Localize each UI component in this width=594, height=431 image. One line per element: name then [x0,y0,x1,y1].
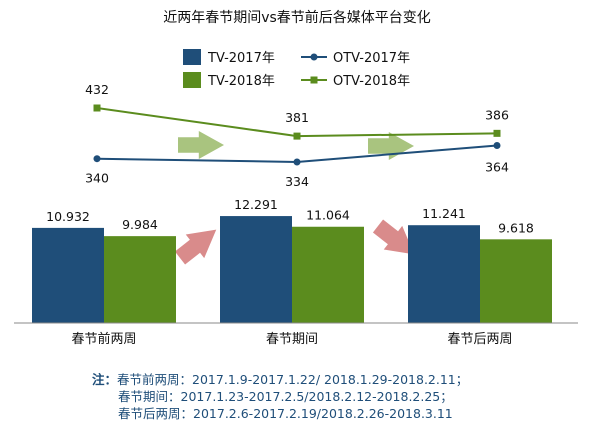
point-label-otv-2017-0: 340 [85,171,109,186]
point-label-otv-2017-2: 364 [485,159,509,174]
bar-label-tv-2018-1: 11.064 [306,208,350,223]
point-otv-2017-0 [93,155,101,163]
arrow-red-up [174,229,217,265]
note-range-3: 2017.2.6-2017.2.19/2018.2.26-2018.3.11 [193,406,453,421]
bar-label-tv-2018-0: 9.984 [122,217,158,232]
legend-tv-2018-swatch [183,72,201,88]
arrow-green-1 [178,131,224,159]
bar-label-tv-2017-1: 12.291 [234,197,278,212]
bar-label-tv-2017-0: 10.932 [46,209,90,224]
line-series: 340 334 364 432 381 386 [85,82,509,189]
note-line-3: 春节后两周：2017.2.6-2017.2.19/2018.2.26-2018.… [118,403,453,422]
bar-tv-2018-0 [104,236,176,323]
note-label: 注： [92,372,118,387]
legend-tv-2017-swatch [183,49,201,65]
bar-tv-2018-2 [480,239,552,323]
point-label-otv-2018-0: 432 [85,82,109,97]
legend-tv-2018-label: TV-2018年 [207,74,275,89]
point-otv-2017-2 [493,141,501,149]
x-tick-label-0: 春节前两周 [71,331,136,347]
note-range-1: 2017.1.9-2017.1.22/ 2018.1.29-2018.2.11； [192,372,469,387]
legend-otv-2018-swatch-marker [310,76,318,84]
trend-arrows [174,131,415,265]
point-label-otv-2018-1: 381 [285,110,309,125]
legend-otv-2018-label: OTV-2018年 [333,74,410,89]
chart-title: 近两年春节期间vs春节前后各媒体平台变化 [163,9,431,26]
point-otv-2018-2 [493,129,501,137]
legend-tv-2017-label: TV-2017年 [207,51,275,66]
bar-tv-2017-1 [220,216,292,323]
legend-otv-2017-swatch-marker [310,53,318,61]
note-line-1: 注：春节前两周：2017.1.9-2017.1.22/ 2018.1.29-20… [92,369,468,388]
x-tick-label-1: 春节期间 [266,332,318,347]
legend-otv-2017-label: OTV-2017年 [333,51,410,66]
note-line-2: 春节期间：2017.1.23-2017.2.5/2018.2.12-2018.2… [118,386,453,405]
point-label-otv-2018-2: 386 [485,107,509,122]
bar-label-tv-2017-2: 11.241 [422,206,466,221]
arrow-green-2 [368,132,414,160]
bar-series: 10.932 12.291 11.241 9.984 11.064 9.618 [32,197,552,323]
legend: TV-2017年 OTV-2017年 TV-2018年 OTV-2018年 [183,49,410,89]
bar-tv-2018-1 [292,226,364,323]
note-range-2: 2017.1.23-2017.2.5/2018.2.12-2018.2.25； [180,389,453,404]
arrow-red-down [372,219,415,255]
note-term-1: 春节前两周： [117,372,193,387]
note-term-2: 春节期间： [118,389,181,404]
point-otv-2017-1 [293,158,301,166]
bar-tv-2017-0 [32,227,104,323]
x-tick-label-2: 春节后两周 [447,332,512,347]
bar-tv-2017-2 [408,225,480,323]
bar-label-tv-2018-2: 9.618 [498,220,534,235]
note-term-3: 春节后两周： [118,406,194,421]
point-label-otv-2017-1: 334 [285,174,309,189]
x-tick-labels: 春节前两周 春节期间 春节后两周 [71,331,512,347]
point-otv-2018-1 [293,132,301,140]
point-otv-2018-0 [93,104,101,112]
